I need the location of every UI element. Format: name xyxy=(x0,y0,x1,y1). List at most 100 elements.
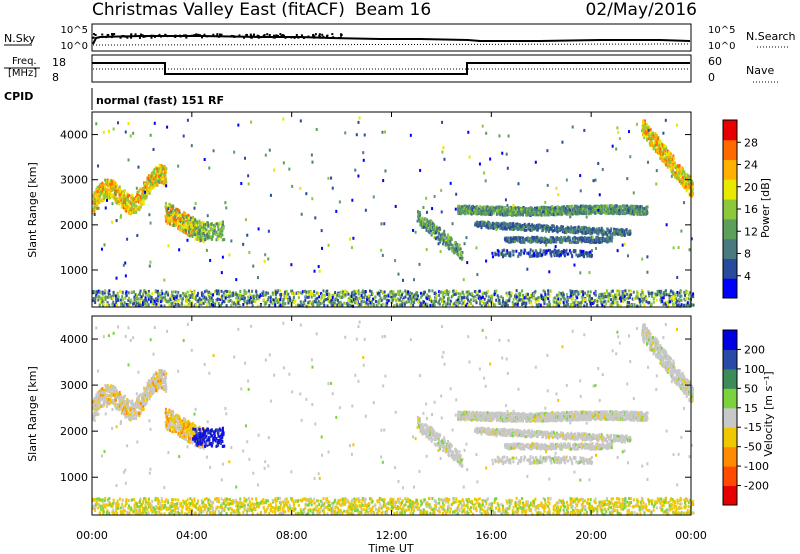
power-echo xyxy=(422,219,425,223)
power-echo xyxy=(313,290,316,294)
power-echo xyxy=(201,238,204,242)
power-echo xyxy=(452,247,455,251)
power-echo xyxy=(350,294,353,298)
power-echo xyxy=(185,221,188,225)
nsky-dot xyxy=(121,34,124,37)
power-echo xyxy=(601,228,604,232)
power-echo xyxy=(195,223,198,227)
power-echo xyxy=(426,218,429,222)
power-echo xyxy=(553,238,556,242)
power-echo xyxy=(167,293,170,297)
power-echo xyxy=(445,239,448,243)
power-echo xyxy=(484,222,487,226)
power-echo xyxy=(630,204,633,208)
power-echo xyxy=(197,235,200,239)
power-echo xyxy=(242,303,245,307)
power-echo xyxy=(148,191,151,195)
power-echo xyxy=(102,197,105,201)
power-echo xyxy=(407,300,410,304)
nave-label: Nave xyxy=(746,64,774,77)
nsky-dot xyxy=(122,35,125,38)
power-echo xyxy=(422,225,425,229)
power-echo xyxy=(182,226,185,230)
power-echo xyxy=(513,240,516,244)
nsky-dot xyxy=(284,36,287,39)
power-echo xyxy=(182,223,185,227)
power-echo xyxy=(169,203,172,207)
power-echo xyxy=(466,211,469,215)
power-echo xyxy=(519,238,522,242)
power-echo xyxy=(412,301,415,305)
power-echo xyxy=(650,134,653,138)
power-echo xyxy=(123,200,126,204)
power-echo xyxy=(641,206,644,210)
power-echo xyxy=(177,216,180,220)
power-echo xyxy=(123,190,126,194)
power-echo xyxy=(566,211,569,215)
power-echo xyxy=(522,213,525,217)
power-echo xyxy=(658,143,661,147)
power-echo xyxy=(522,210,525,214)
power-echo xyxy=(604,231,607,235)
power-echo xyxy=(187,226,190,230)
power-echo xyxy=(196,228,199,232)
power-echo xyxy=(94,207,97,211)
power-echo xyxy=(508,226,511,230)
power-echo xyxy=(606,233,609,237)
power-echo xyxy=(511,222,514,226)
power-echo xyxy=(588,204,591,208)
power-echo xyxy=(516,213,519,217)
nsky-dot xyxy=(321,33,324,36)
power-echo xyxy=(126,195,129,199)
power-echo xyxy=(210,222,213,226)
power-echo xyxy=(111,193,114,197)
power-echo xyxy=(202,292,205,296)
power-echo xyxy=(431,231,434,235)
nsky-dot xyxy=(276,34,279,37)
power-echo xyxy=(111,187,114,191)
power-echo xyxy=(123,196,126,200)
power-echo xyxy=(622,209,625,213)
nsky-dot xyxy=(286,36,289,39)
power-echo xyxy=(361,296,364,300)
nsky-dot xyxy=(141,34,144,37)
power-echo xyxy=(439,227,442,231)
power-echo xyxy=(500,251,503,255)
power-echo xyxy=(479,209,482,213)
power-echo xyxy=(154,183,157,187)
power-echo xyxy=(176,208,179,212)
power-echo xyxy=(181,229,184,233)
power-echo xyxy=(267,291,270,295)
power-echo xyxy=(685,189,688,193)
power-echo xyxy=(402,299,405,303)
power-echo xyxy=(506,222,509,226)
nsky-dot xyxy=(152,34,155,37)
power-echo xyxy=(110,193,113,197)
power-echo xyxy=(192,221,195,225)
power-echo xyxy=(561,250,564,254)
nsky-dot xyxy=(216,34,219,37)
power-echo xyxy=(188,234,191,238)
power-echo xyxy=(156,183,159,187)
power-echo xyxy=(199,232,202,236)
power-echo xyxy=(497,221,500,225)
power-echo xyxy=(577,239,580,243)
power-echo xyxy=(122,298,125,302)
power-echo xyxy=(468,204,471,208)
nsky-dot xyxy=(263,33,266,36)
power-echo xyxy=(364,290,367,294)
power-echo xyxy=(468,209,471,213)
power-echo xyxy=(541,253,544,257)
power-echo xyxy=(545,251,548,255)
power-echo xyxy=(185,223,188,227)
nsky-label: N.Sky xyxy=(4,32,36,45)
power-echo xyxy=(178,209,181,213)
power-echo xyxy=(495,212,498,216)
power-echo xyxy=(410,301,413,305)
power-echo xyxy=(613,207,616,211)
power-echo xyxy=(218,221,221,225)
power-echo xyxy=(143,192,146,196)
power-echo xyxy=(184,211,187,215)
power-echo xyxy=(443,233,446,237)
power-echo xyxy=(513,236,516,240)
